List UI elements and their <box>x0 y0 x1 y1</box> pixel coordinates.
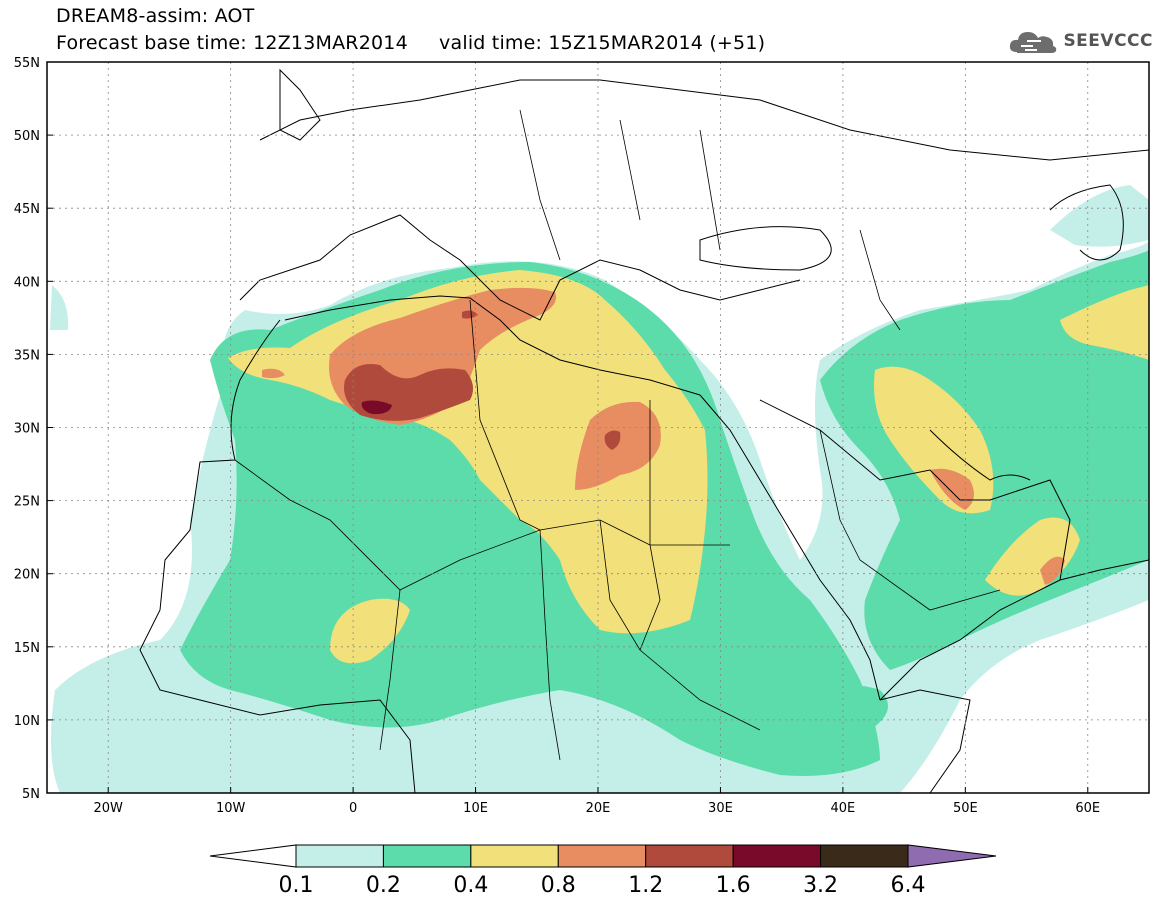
colorbar-label: 0.4 <box>453 873 488 898</box>
lat-tick-label: 35N <box>14 348 40 363</box>
borders <box>234 109 1001 761</box>
aot-band-0.4d <box>1060 285 1149 360</box>
lon-tick-label: 10W <box>216 801 246 816</box>
colorbar-segment <box>470 844 559 868</box>
border-4 <box>639 400 661 651</box>
lat-tick-label: 55N <box>14 56 40 71</box>
colorbar-label: 0.1 <box>279 873 314 898</box>
lat-tick-label: 15N <box>14 641 40 656</box>
colorbar-label: 1.6 <box>716 873 751 898</box>
lat-tick-label: 20N <box>14 568 40 583</box>
lat-tick-label: 5N <box>22 787 40 802</box>
colorbar-label: 3.2 <box>803 873 838 898</box>
graticule <box>47 62 1149 793</box>
coastlines <box>139 68 1149 793</box>
colorbar-under-arrow <box>209 844 297 868</box>
colorbar: 0.1 0.2 0.4 0.8 1.2 1.6 3.2 6.4 <box>209 844 997 898</box>
colorbar-label: 0.2 <box>366 873 401 898</box>
aot-band-1.2c <box>462 310 478 319</box>
border-6 <box>379 589 401 751</box>
coastline-caspian <box>1049 184 1124 261</box>
lon-tick-label: 10E <box>463 801 488 816</box>
border-2 <box>469 299 541 531</box>
lat-tick-labels: 55N 50N 45N 40N 35N 30N 25N 20N 15N 10N 5N <box>14 56 53 802</box>
lon-tick-label: 20W <box>94 801 124 816</box>
coastline-arabian-sea <box>1059 559 1149 581</box>
coastline-uk <box>279 68 321 141</box>
aot-band-0.4f <box>575 540 610 576</box>
lon-tick-label: 0 <box>349 801 357 816</box>
lon-tick-label: 50E <box>953 801 978 816</box>
lon-tick-label: 30E <box>708 801 733 816</box>
aot-band-0.1b <box>1050 185 1149 247</box>
coastline-gulf <box>929 429 1031 481</box>
lat-tick-label: 10N <box>14 714 40 729</box>
lon-tick-label: 20E <box>586 801 611 816</box>
aot-field <box>50 185 1149 793</box>
colorbar-label: 1.2 <box>628 873 663 898</box>
coastline-black-sea <box>699 226 832 271</box>
lat-tick-label: 40N <box>14 275 40 290</box>
chart-title: DREAM8-assim: AOT <box>56 5 255 27</box>
coastline-north-africa <box>284 295 701 396</box>
logo-text: SEEVCCC <box>1063 31 1153 51</box>
aot-band-0.1c <box>50 285 69 330</box>
border-5 <box>819 429 1001 611</box>
lon-tick-label: 60E <box>1075 801 1100 816</box>
border-1 <box>234 459 730 591</box>
colorbar-label: 0.8 <box>541 873 576 898</box>
coastline-europe <box>239 214 801 321</box>
chart-subtitle: Forecast base time: 12Z13MAR2014 valid t… <box>56 32 766 54</box>
coastline-east-africa <box>879 689 971 793</box>
colorbar-label: 6.4 <box>891 873 926 898</box>
lon-tick-label: 40E <box>831 801 856 816</box>
colorbar-segment <box>645 844 734 868</box>
aot-band-1.2b <box>604 430 621 450</box>
coastline-red-sea <box>699 394 881 701</box>
border-3 <box>539 529 561 761</box>
border-8 <box>519 109 901 331</box>
aot-band-0.4b <box>330 598 410 664</box>
aot-band-0.8d <box>1040 556 1065 585</box>
colorbar-segment <box>557 844 647 868</box>
lat-tick-label: 50N <box>14 129 40 144</box>
aot-band-0.8e <box>262 368 285 379</box>
lat-tick-label: 25N <box>14 495 40 510</box>
colorbar-segment <box>295 844 384 868</box>
colorbar-segment <box>820 844 909 868</box>
cloud-icon <box>1010 32 1057 53</box>
lat-tick-label: 30N <box>14 422 40 437</box>
aot-band-0.2c <box>820 685 888 730</box>
aot-band-1.6 <box>361 400 392 415</box>
lat-tick-label: 45N <box>14 202 40 217</box>
colorbar-segment <box>382 844 472 868</box>
coastline-west-africa <box>139 319 416 793</box>
lon-tick-labels: 20W 10W 0 10E 20E 30E 40E 50E 60E <box>94 787 1100 816</box>
aot-band-0.8b <box>575 401 661 490</box>
logo: SEEVCCC <box>1007 26 1153 56</box>
coastline-arabia <box>759 399 1071 701</box>
colorbar-over-arrow <box>907 844 997 868</box>
colorbar-segment <box>732 844 822 868</box>
coastline-north-europe <box>259 79 1149 161</box>
